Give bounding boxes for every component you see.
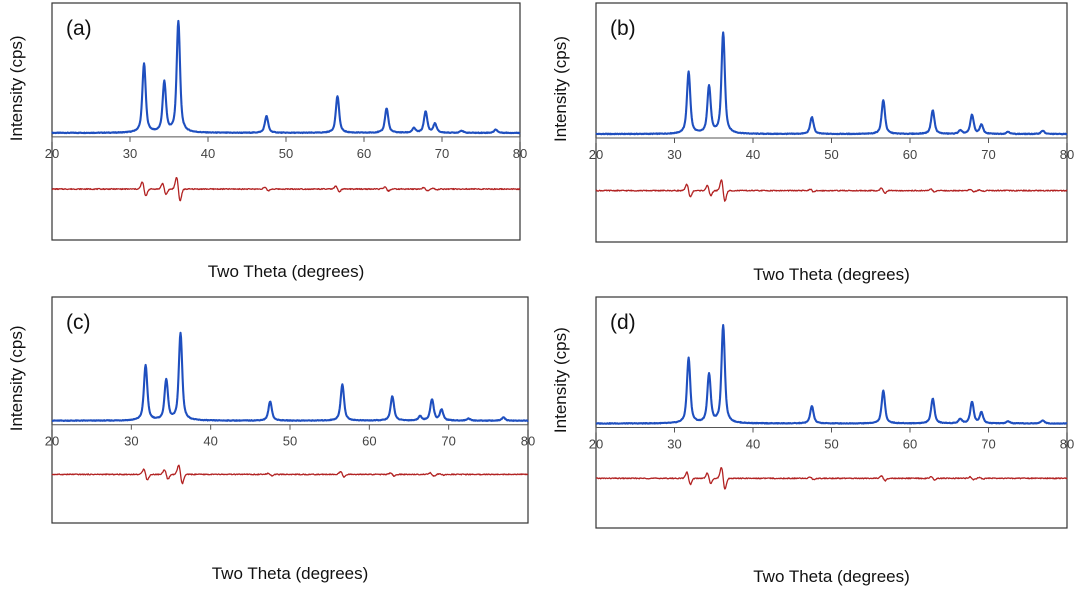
y-axis-label: Intensity (cps): [7, 35, 26, 141]
y-axis-label: Intensity (cps): [7, 325, 26, 431]
x-tick-label: 60: [357, 146, 371, 161]
difference-pattern-line: [51, 464, 529, 485]
panel-label: (c): [66, 311, 91, 334]
x-axis-label: Two Theta (degrees): [208, 262, 365, 281]
x-tick-label: 50: [283, 434, 297, 449]
x-tick-label: 30: [667, 437, 681, 452]
x-axis-label: Two Theta (degrees): [212, 564, 369, 583]
x-tick-label: 80: [521, 434, 535, 449]
x-tick-label: 80: [1060, 147, 1074, 162]
x-tick-label: 30: [667, 147, 681, 162]
x-tick-label: 30: [124, 434, 138, 449]
x-tick-label: 30: [123, 146, 137, 161]
panel-frame: [595, 2, 1068, 243]
x-tick-label: 60: [362, 434, 376, 449]
panel-frame: [51, 2, 521, 241]
x-axis-label: Two Theta (degrees): [753, 265, 910, 284]
x-tick-label: 20: [45, 434, 59, 449]
x-tick-label: 40: [201, 146, 215, 161]
panel-c: 20 30 40 50 60 70 80 (c) Two Theta (degrees) Inte…: [7, 296, 535, 583]
x-tick-label: 50: [824, 147, 838, 162]
x-tick-label: 40: [746, 437, 760, 452]
y-axis-label: Intensity (cps): [551, 36, 570, 142]
x-tick-label: 60: [903, 147, 917, 162]
x-tick-label: 50: [824, 437, 838, 452]
x-tick-label: 40: [746, 147, 760, 162]
panel-frame: [595, 296, 1068, 529]
panel-label: (b): [610, 17, 636, 40]
x-tick-label: 60: [903, 437, 917, 452]
panel-d: 20 30 40 50 60 70 80 (d) Two Theta (degrees) Inte…: [551, 296, 1074, 586]
x-tick-label: 70: [441, 434, 455, 449]
x-axis-label: Two Theta (degrees): [753, 567, 910, 586]
panel-b: 20 30 40 50 60 70 80 (b) Two Theta (degrees) Inte…: [551, 2, 1074, 284]
x-tick-label: 20: [589, 437, 603, 452]
x-tick-label: 70: [981, 437, 995, 452]
x-tick-label: 50: [279, 146, 293, 161]
observed-pattern-line: [595, 324, 1068, 425]
difference-pattern-line: [51, 176, 521, 202]
panel-frame: [51, 296, 529, 524]
panel-label: (a): [66, 17, 92, 40]
x-tick-label: 80: [513, 146, 527, 161]
panel-label: (d): [610, 311, 636, 334]
x-tick-label: 20: [589, 147, 603, 162]
difference-pattern-line: [595, 466, 1068, 490]
panel-a: 20 30 40 50 60 70 80 (a) Two Theta (degrees) Inte…: [7, 2, 527, 281]
x-tick-label: 70: [435, 146, 449, 161]
observed-pattern-line: [595, 31, 1068, 136]
observed-pattern-line: [51, 331, 529, 423]
x-tick-label: 20: [45, 146, 59, 161]
x-tick-label: 70: [981, 147, 995, 162]
observed-pattern-line: [51, 19, 521, 135]
y-axis-label: Intensity (cps): [551, 327, 570, 433]
x-tick-label: 80: [1060, 437, 1074, 452]
difference-pattern-line: [595, 179, 1068, 202]
x-tick-label: 40: [203, 434, 217, 449]
